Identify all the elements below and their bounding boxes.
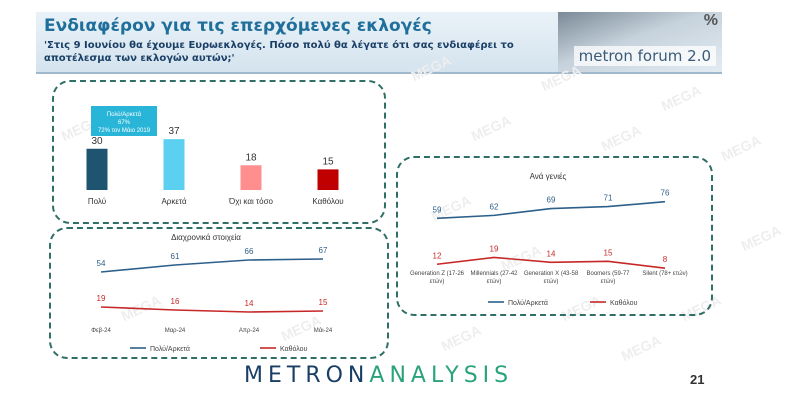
panel-interest-bars [52,80,386,224]
bar-category-label: Πολύ [88,197,106,206]
slide-title: Ενδιαφέρον για τις επερχόμενες εκλογές [44,16,432,36]
x-tick-label: Απρ-24 [239,328,260,334]
data-label: 8 [663,255,668,264]
data-label: 66 [245,247,254,256]
x-tick-label: Generation X (43-58 [524,271,579,277]
bar-value-label: 37 [168,126,180,137]
data-label: 14 [245,299,254,308]
data-label: 69 [547,196,556,205]
series-line-1 [436,256,666,269]
x-tick-label: Μάι-24 [314,327,333,334]
data-label: 67 [319,246,328,255]
x-tick-label: ετών) [544,279,559,285]
callout-box [91,106,157,136]
bar-3 [317,169,339,190]
logo-part-analysis: ANALYSIS [369,363,514,388]
metron-forum-banner: % metron forum 2.0 [558,12,722,72]
x-tick-label: Silent (78+ ετών) [642,271,687,277]
data-label: 61 [171,252,180,261]
x-tick-label: Φεβ-24 [91,328,111,334]
bar-value-label: 15 [322,156,334,167]
metron-analysis-logo: METRONANALYSIS [244,363,513,388]
legend-label-0: Πολύ/Αρκετά [508,299,548,307]
bar-2 [240,165,262,190]
data-label: 15 [604,248,613,257]
bar-1 [163,139,185,190]
forum-label: metron forum 2.0 [573,46,716,66]
data-label: 76 [661,189,670,198]
bar-value-label: 30 [91,136,103,147]
bar-0 [86,148,108,190]
x-tick-label: Boomers (59-77 [586,271,630,277]
callout-line-3: 72% τον Μάιο 2019 [98,127,151,134]
legend-label-0: Πολύ/Αρκετά [150,345,190,353]
x-tick-label: ετών) [601,279,616,285]
x-tick-label: ετών) [487,279,502,285]
callout-line-2: 67% [118,120,131,126]
panel-over-time [49,227,389,359]
chart-title: Διαχρονικά στοιχεία [171,233,241,242]
x-tick-label: Μαρ-24 [165,328,186,334]
data-label: 19 [97,294,106,303]
bar-category-label: Καθόλου [312,197,343,206]
legend-label-1: Καθόλου [610,299,638,307]
x-tick-label: ετών) [430,279,445,285]
data-label: 59 [433,205,442,214]
data-label: 14 [547,249,556,258]
series-line-0 [436,200,666,220]
data-label: 19 [490,244,499,253]
data-label: 71 [604,194,613,203]
panel-by-generation [396,156,713,316]
legend-label-1: Καθόλου [280,345,308,353]
line-chart-by-generation: Ανά γενιές 59 62 69 71 76 12 19 14 15 8 Generation … [410,172,688,307]
series-line-0 [100,258,324,273]
data-label: 62 [490,202,499,211]
data-label: 15 [319,298,328,307]
bar-category-label: Όχι και τόσο [228,197,273,206]
data-label: 12 [433,251,442,260]
data-label: 16 [171,297,180,306]
survey-question: 'Στις 9 Ιουνίου θα έχουμε Ευρωεκλογές. Π… [44,40,514,64]
slide-header: Ενδιαφέρον για τις επερχόμενες εκλογές '… [36,12,722,74]
bar-chart: 30 Πολύ 37 Αρκετά 18 Όχι και τόσο 15 Καθόλου Πολ… [86,106,344,206]
series-line-1 [100,306,324,313]
logo-part-metron: METRON [244,363,370,388]
bar-category-label: Αρκετά [161,197,187,206]
chart-title: Ανά γενιές [530,172,567,181]
bar-value-label: 18 [245,152,257,163]
page-number: 21 [690,372,705,387]
percent-icon: % [703,12,718,29]
x-tick-label: Generation Z (17-26 [410,271,465,277]
x-tick-label: Millennials (27-42 [470,271,518,277]
callout-line-1: Πολύ/Αρκετά [107,111,142,118]
data-label: 54 [97,259,106,268]
line-chart-over-time: Διαχρονικά στοιχεία 54 61 66 67 19 16 14 15 Φεβ-2… [91,233,333,353]
